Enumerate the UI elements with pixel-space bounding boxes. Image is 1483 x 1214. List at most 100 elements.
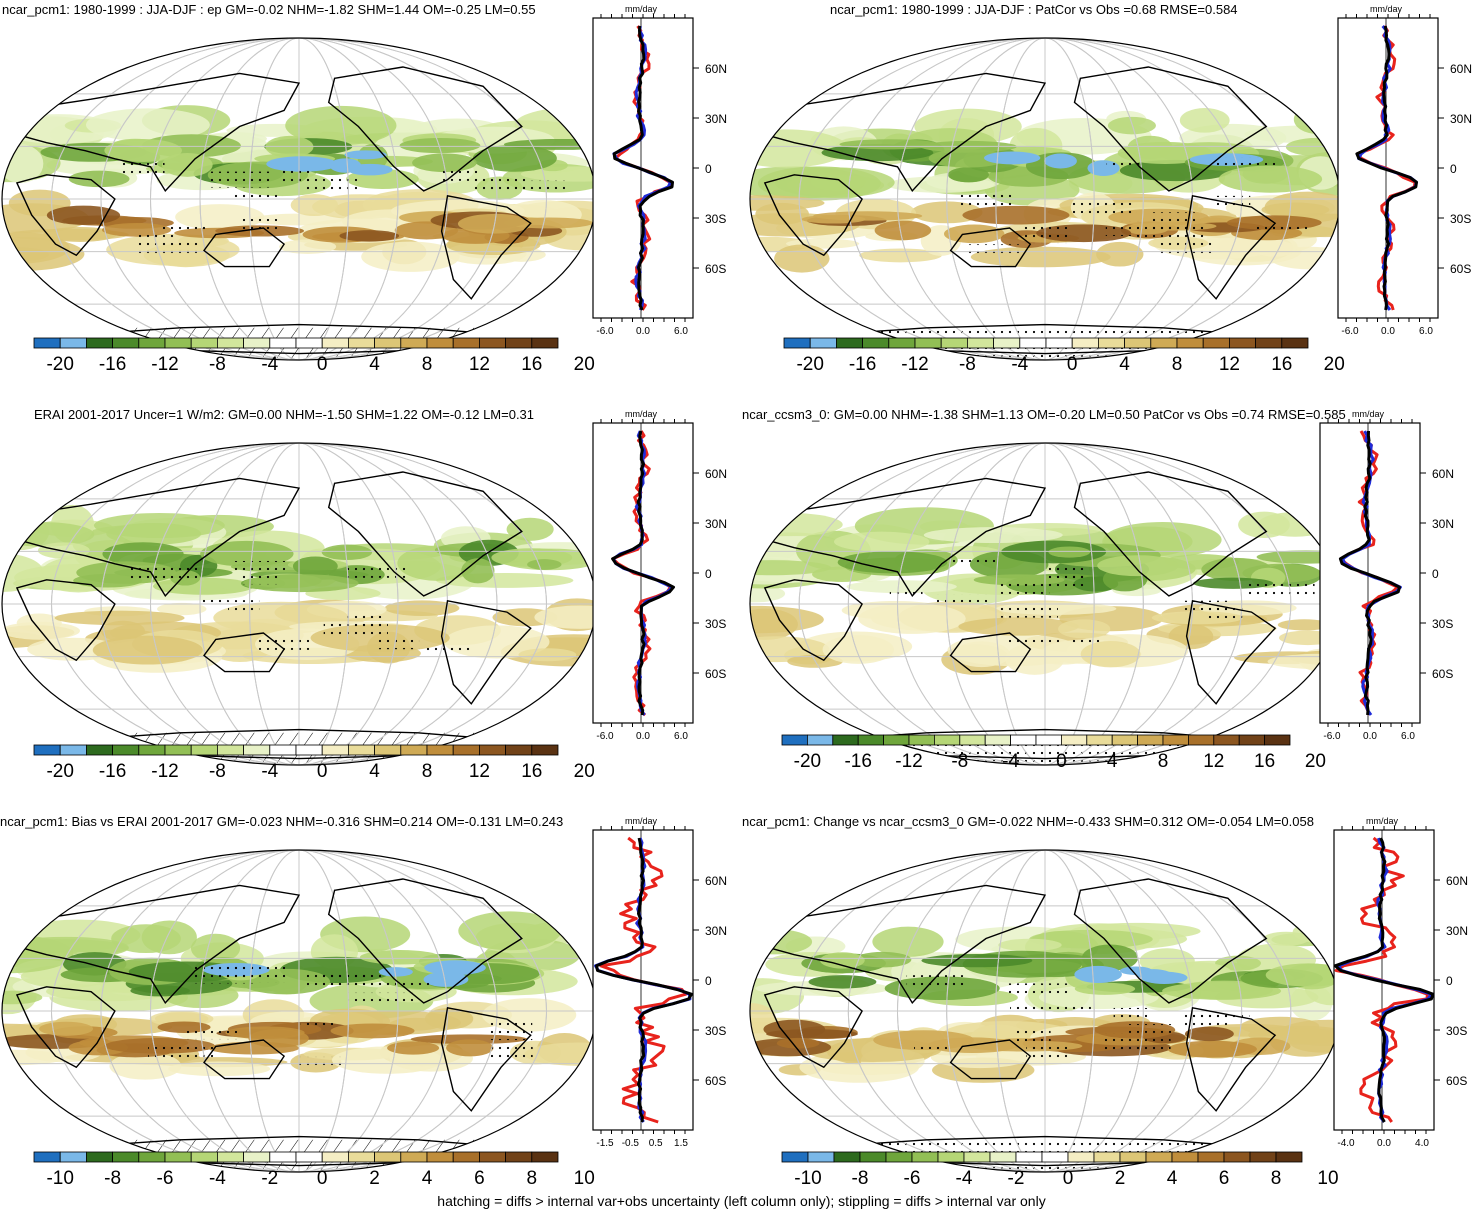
- colorbar-label: 2: [1115, 1168, 1126, 1189]
- latitude-label: 0: [705, 974, 712, 988]
- colorbar-swatch: [138, 337, 166, 349]
- colorbar-swatch: [883, 734, 910, 746]
- colorbar-swatch: [1119, 1151, 1147, 1163]
- colorbar-swatch: [505, 1151, 533, 1163]
- colorbar-swatch: [833, 1151, 861, 1163]
- latitude-label: 60N: [1446, 874, 1468, 888]
- colorbar-label: 20: [574, 354, 595, 375]
- coastline: [1185, 194, 1277, 300]
- colorbar-swatch: [1010, 734, 1037, 746]
- colorbar-label: 0: [1067, 354, 1078, 375]
- colorbar-label: 0: [317, 354, 328, 375]
- zonal-mean-profile: mm/day 60N 30N 0 30S 60S -6.0 0.0 6.0: [1337, 4, 1472, 337]
- colorbar-swatch: [836, 337, 864, 349]
- colorbar-swatch: [374, 744, 402, 756]
- colorbar-swatch: [1067, 1151, 1095, 1163]
- colorbar-swatch: [216, 337, 244, 349]
- colorbar-swatch: [993, 337, 1021, 349]
- latitude-label: 30N: [705, 517, 727, 531]
- colorbar-swatch: [914, 337, 942, 349]
- colorbar-label: -8: [104, 1168, 121, 1189]
- colorbar-swatch: [505, 337, 533, 349]
- colorbar-swatch: [190, 337, 218, 349]
- colorbar-swatch: [1238, 734, 1266, 746]
- profile-xtick-label: -6.0: [1341, 326, 1359, 337]
- colorbar-swatch: [1015, 1151, 1043, 1163]
- colorbar-label: 20: [1305, 751, 1326, 772]
- latitude-label: 30N: [705, 924, 727, 938]
- colorbar-label: -4: [1011, 354, 1028, 375]
- coastline: [949, 227, 1032, 268]
- colorbar-swatch: [112, 337, 140, 349]
- colorbar-swatch: [505, 744, 533, 756]
- colorbar-swatch: [959, 734, 986, 746]
- colorbar-label: 8: [422, 761, 433, 782]
- zonal-mean-profile: mm/day 60N 30N 0 30S 60S -6.0 0.0 6.0: [592, 4, 727, 337]
- colorbar-swatch: [1137, 734, 1164, 746]
- colorbar-swatch: [531, 1151, 559, 1163]
- zonal-mean-profile: mm/day 60N 30N 0 30S 60S -6.0 0.0 6.0: [592, 409, 727, 742]
- colorbar-swatch: [190, 1151, 218, 1163]
- colorbar-swatch: [86, 337, 114, 349]
- coastline: [1073, 471, 1268, 597]
- colorbar-swatch: [1145, 1151, 1173, 1163]
- graticule: [750, 850, 1340, 1172]
- colorbar-swatch: [478, 337, 506, 349]
- colorbar-swatch: [269, 1151, 297, 1163]
- profile-unit: mm/day: [625, 4, 658, 14]
- colorbar-label: 12: [1203, 751, 1224, 772]
- colorbar-label: 4: [1167, 1168, 1178, 1189]
- colorbar-swatch: [911, 1151, 939, 1163]
- profile-unit: mm/day: [1366, 816, 1399, 826]
- colorbar-swatch: [1202, 337, 1230, 349]
- latitude-label: 60N: [705, 467, 727, 481]
- colorbar-label: -4: [209, 1168, 226, 1189]
- colorbar-swatch: [347, 744, 375, 756]
- colorbar-label: -10: [46, 1168, 73, 1189]
- coastline: [764, 72, 1047, 193]
- latitude-label: 60N: [705, 874, 727, 888]
- colorbar-swatch: [1162, 734, 1189, 746]
- colorbar-label: 4: [1107, 751, 1118, 772]
- colorbar-swatch: [138, 1151, 166, 1163]
- panel-title: ncar_pcm1: Change vs ncar_ccsm3_0 GM=-0.…: [742, 814, 1314, 829]
- profile-xtick-label: 0.0: [1377, 1138, 1391, 1149]
- colorbar-swatch: [138, 744, 166, 756]
- colorbar-swatch: [1228, 337, 1256, 349]
- colorbar-swatch: [1111, 734, 1139, 746]
- colorbar-label: 16: [1254, 751, 1275, 772]
- colorbar-label: -12: [151, 354, 178, 375]
- colorbar-swatch: [269, 744, 297, 756]
- profile-xtick-label: 6.0: [1419, 326, 1433, 337]
- map-panel: ncar_pcm1: Bias vs ERAI 2001-2017 GM=-0.…: [0, 812, 740, 1212]
- colorbar-label: -2: [261, 1168, 278, 1189]
- latitude-label: 0: [1446, 974, 1453, 988]
- colorbar-swatch: [1150, 337, 1178, 349]
- colorbar-swatch: [781, 734, 808, 746]
- colorbar-label: 10: [1317, 1168, 1338, 1189]
- profile-xtick-label: -6.0: [596, 326, 614, 337]
- colorbar-label: 4: [422, 1168, 433, 1189]
- colorbar-swatch: [1035, 734, 1062, 746]
- latitude-label: 60S: [705, 667, 726, 681]
- colorbar-label: 16: [1271, 354, 1292, 375]
- colorbar-swatch: [1171, 1151, 1199, 1163]
- colorbar-swatch: [1249, 1151, 1277, 1163]
- colorbar-swatch: [321, 337, 349, 349]
- colorbar-swatch: [33, 337, 61, 349]
- coastline: [949, 1039, 1032, 1080]
- panel-title: ncar_pcm1: Bias vs ERAI 2001-2017 GM=-0.…: [0, 814, 564, 829]
- colorbar-swatch: [33, 744, 61, 756]
- latitude-label: 0: [705, 567, 712, 581]
- colorbar-swatch: [1264, 734, 1291, 746]
- colorbar-label: 20: [574, 761, 595, 782]
- latitude-label: 0: [705, 162, 712, 176]
- profile-line: [595, 837, 693, 1123]
- colorbar-label: 10: [574, 1168, 595, 1189]
- coastline: [16, 477, 301, 598]
- coastline: [203, 1039, 286, 1080]
- colorbar-swatch: [295, 744, 323, 756]
- map-field: [750, 38, 1340, 360]
- panel-graphic: mm/day 60N 30N 0 30S 60S -6.0 0.0 6.0 -20 -16 -12 -8…: [1, 409, 727, 782]
- colorbar-label: -8: [852, 1168, 869, 1189]
